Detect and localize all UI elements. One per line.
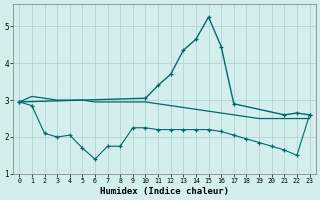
X-axis label: Humidex (Indice chaleur): Humidex (Indice chaleur) — [100, 187, 229, 196]
